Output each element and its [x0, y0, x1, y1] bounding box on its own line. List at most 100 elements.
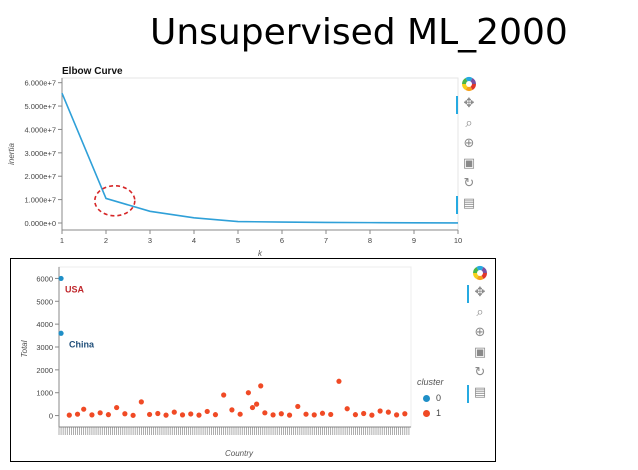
cluster-1-point: [311, 412, 317, 418]
elbow-x-tick-label: 5: [236, 236, 240, 245]
cluster-1-point: [402, 411, 408, 417]
cluster-y-tick-label: 5000: [36, 297, 53, 306]
cluster-1-point: [258, 383, 264, 389]
cluster-1-point: [66, 412, 72, 418]
cluster-1-point: [122, 411, 128, 417]
cluster-y-tick-label: 0: [49, 412, 53, 421]
cluster-1-point: [369, 412, 375, 418]
elbow-series: [61, 92, 459, 224]
elbow-x-tick-label: 8: [368, 236, 372, 245]
elbow-x-tick-label: 9: [412, 236, 416, 245]
cluster-1-point: [138, 399, 144, 405]
bokeh-logo-icon[interactable]: [461, 76, 477, 92]
cluster-0-point: [58, 275, 64, 282]
cluster-1-point: [81, 406, 87, 412]
reset-tool-icon[interactable]: ↻: [463, 176, 475, 191]
cluster-1-point: [179, 412, 186, 418]
cluster-1-point: [286, 412, 293, 418]
cluster-1-point: [262, 410, 268, 416]
cluster-y-tick-label: 1000: [36, 389, 53, 398]
pan-tool-icon[interactable]: ✥: [463, 96, 475, 111]
elbow-y-axis: 0.000e+0 1.000e+7 2.000e+7 3.000e+7 4.000e+7…: [25, 78, 63, 230]
cluster-1-point: [303, 411, 309, 417]
reset-tool-icon[interactable]: ↻: [474, 365, 486, 380]
elbow-y-tick-label: 3.000e+7: [25, 149, 57, 158]
elbow-y-tick-label: 2.000e+7: [25, 172, 57, 181]
cluster-1-point: [249, 404, 256, 411]
bokeh-logo-icon[interactable]: [472, 265, 488, 281]
cluster-1-point: [204, 408, 210, 415]
save-tool-icon[interactable]: ▣: [473, 345, 487, 360]
cluster-1-point: [278, 411, 284, 417]
cluster-chart: 0 1000 2000 3000 4000 5000 6000 USA China Count…: [20, 266, 412, 458]
cluster-1-point: [270, 412, 276, 418]
hover-tool-icon[interactable]: ▤: [462, 196, 476, 211]
cluster-1-point: [328, 411, 334, 418]
cluster-1-point: [105, 412, 112, 418]
elbow-y-tick-label: 1.000e+7: [25, 196, 57, 205]
elbow-x-tick-label: 3: [148, 236, 152, 245]
elbow-x-tick-label: 4: [192, 236, 196, 245]
cluster-1-point: [221, 392, 227, 398]
cluster-annotations: USA China: [65, 284, 95, 349]
annotation-usa: USA: [65, 284, 85, 294]
elbow-chart: Elbow Curve 0.000e+0 1.000e+7 2.000e+7 3.00…: [7, 66, 462, 258]
cluster-1-point: [254, 401, 260, 407]
cluster-1-point: [344, 406, 350, 412]
cluster-x-axis: [58, 426, 411, 435]
annotation-china: China: [69, 339, 95, 349]
elbow-x-tick-label: 6: [280, 236, 284, 245]
cluster-legend-title: cluster: [417, 377, 444, 387]
active-tool-indicator: [467, 385, 469, 403]
cluster-chart-panel: 0 1000 2000 3000 4000 5000 6000 USA China Count…: [10, 258, 496, 462]
cluster-1-point: [74, 411, 81, 417]
wheel-zoom-tool-icon[interactable]: ⊕: [474, 325, 486, 340]
cluster-1-point: [163, 412, 169, 418]
wheel-zoom-tool-icon[interactable]: ⊕: [463, 136, 475, 151]
active-tool-indicator: [467, 285, 469, 303]
elbow-toolbar: ✥ ⌕ ⊕ ▣ ↻ ▤: [456, 76, 484, 216]
elbow-x-tick-label: 7: [324, 236, 328, 245]
cluster-1-point: [229, 407, 235, 413]
legend-swatch: [423, 410, 430, 418]
active-tool-indicator: [456, 96, 458, 114]
cluster-1-point: [237, 411, 243, 417]
cluster-1-point: [97, 410, 103, 416]
hover-tool-icon[interactable]: ▤: [473, 385, 487, 400]
elbow-plot-area: [61, 77, 459, 231]
elbow-highlight-ellipse: [94, 184, 136, 217]
box-zoom-tool-icon[interactable]: ⌕: [476, 305, 484, 320]
cluster-series: [58, 275, 408, 418]
cluster-1-point: [336, 378, 342, 384]
pan-tool-icon[interactable]: ✥: [474, 285, 486, 300]
cluster-1-point: [155, 410, 161, 417]
cluster-y-tick-label: 4000: [36, 320, 53, 329]
save-tool-icon[interactable]: ▣: [462, 156, 476, 171]
legend-item-cluster-0[interactable]: 0: [423, 393, 441, 403]
cluster-1-point: [188, 411, 194, 417]
cluster-1-point: [89, 412, 95, 418]
slide-title: Unsupervised ML_2000: [150, 12, 568, 53]
cluster-1-point: [361, 410, 367, 417]
elbow-chart-title: Elbow Curve: [62, 66, 123, 77]
cluster-1-point: [393, 412, 400, 418]
elbow-chart-panel: Elbow Curve 0.000e+0 1.000e+7 2.000e+7 3.00…: [4, 62, 488, 260]
legend-label: 0: [436, 393, 442, 403]
cluster-y-label: Total: [20, 340, 29, 357]
elbow-x-axis: 1 2 3 4 5 6 7 8 9 10: [60, 229, 462, 245]
elbow-x-tick-label: 10: [454, 236, 462, 245]
cluster-1-point: [171, 409, 177, 415]
elbow-x-tick-label: 1: [60, 236, 64, 245]
cluster-1-point: [114, 404, 120, 411]
cluster-1-point: [295, 403, 301, 410]
elbow-x-label: k: [258, 249, 263, 258]
legend-label: 1: [436, 408, 442, 418]
elbow-y-tick-label: 5.000e+7: [25, 102, 57, 111]
legend-swatch: [423, 395, 430, 403]
box-zoom-tool-icon[interactable]: ⌕: [465, 116, 473, 131]
cluster-0-point: [58, 330, 64, 336]
elbow-y-tick-label: 0.000e+0: [25, 219, 57, 228]
cluster-1-point: [377, 408, 383, 414]
cluster-plot-area: [58, 266, 412, 428]
legend-item-cluster-1[interactable]: 1: [423, 408, 441, 418]
